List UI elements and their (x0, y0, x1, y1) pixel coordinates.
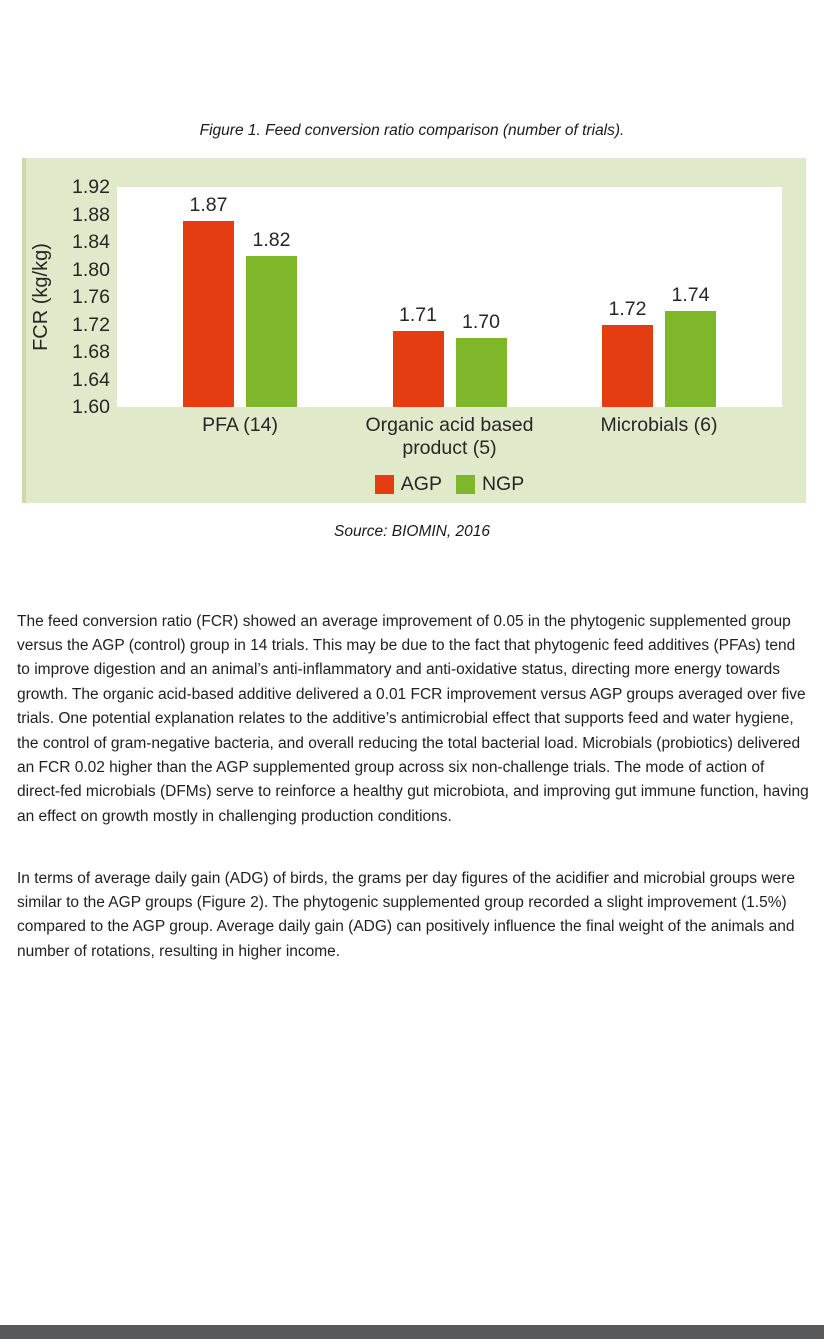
bar-value-label: 1.82 (252, 228, 291, 251)
body-paragraph-1: The feed conversion ratio (FCR) showed a… (17, 612, 809, 825)
y-tick-label: 1.88 (72, 203, 110, 226)
y-tick-label: 1.80 (72, 258, 110, 281)
bar-ngp-group2 (455, 338, 507, 407)
bar-value-label: 1.72 (608, 297, 647, 320)
legend-item-agp: AGP (374, 473, 442, 496)
source-line: Source: BIOMIN, 2016 (334, 523, 490, 540)
legend-item-ngp: NGP (455, 473, 525, 496)
x-category-label: Organic acid based product (5) (365, 414, 534, 459)
figure-caption: Figure 1. Feed conversion ratio comparis… (199, 122, 625, 139)
y-tick-label: 1.68 (72, 341, 110, 363)
bar-value-label: 1.71 (399, 304, 437, 327)
legend-swatch-ngp (455, 475, 475, 494)
y-tick-label: 1.84 (72, 231, 110, 253)
bar-agp-group2 (392, 331, 444, 407)
legend-label: NGP (481, 473, 525, 495)
bar-ngp-group3 (664, 310, 716, 407)
chart-panel-left-edge (22, 158, 26, 503)
x-category-label: PFA (14) (202, 414, 278, 436)
y-tick-label: 1.92 (72, 176, 110, 198)
bar-ngp-group1 (246, 255, 298, 407)
footer-bar (0, 1325, 824, 1339)
chart-panel: FCR (kg/kg) 1.92 1.88 1.84 1.80 1.76 1.72 1.68… (22, 158, 806, 503)
legend-swatch-agp (374, 475, 394, 494)
chart-legend: AGP NGP (117, 473, 782, 496)
y-tick-label: 1.72 (72, 313, 110, 336)
legend-label: AGP (400, 473, 442, 495)
bar-value-label: 1.87 (189, 194, 228, 217)
bar-agp-group3 (601, 324, 653, 407)
bar-value-label: 1.70 (462, 311, 500, 334)
bar-value-label: 1.74 (671, 283, 710, 306)
y-tick-label: 1.76 (72, 286, 110, 308)
x-category-label: Microbials (6) (600, 414, 718, 436)
y-tick-label: 1.60 (72, 396, 110, 418)
body-paragraph-2: In terms of average daily gain (ADG) of … (17, 869, 795, 960)
y-tick-label: 1.64 (72, 368, 110, 391)
bar-agp-group1 (183, 221, 235, 407)
